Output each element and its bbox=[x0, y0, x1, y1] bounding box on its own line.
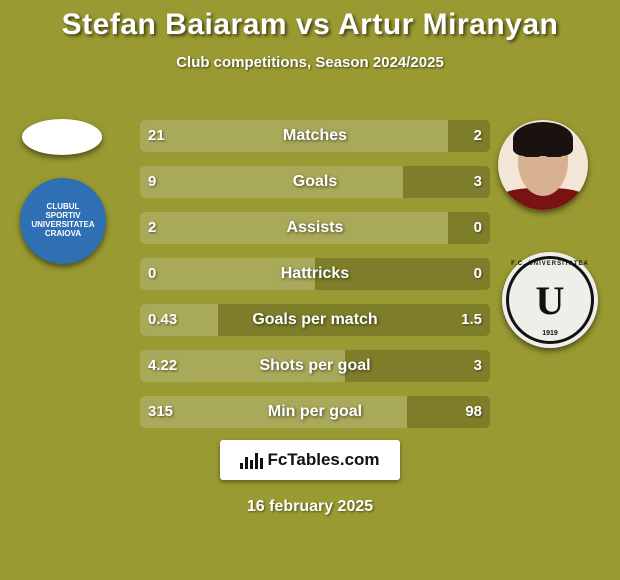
bar-chart-icon bbox=[240, 451, 263, 469]
player-right-avatar bbox=[498, 120, 588, 210]
subtitle: Club competitions, Season 2024/2025 bbox=[0, 54, 620, 71]
club-right-top: F.C. UNIVERSITATEA bbox=[509, 261, 591, 267]
club-right-ring: F.C. UNIVERSITATEA U 1919 bbox=[506, 256, 594, 344]
stat-label: Matches bbox=[140, 120, 490, 152]
player-left-avatar bbox=[22, 119, 102, 155]
stat-label: Goals per match bbox=[140, 304, 490, 336]
stat-label: Assists bbox=[140, 212, 490, 244]
stat-row: 4.223Shots per goal bbox=[140, 350, 490, 382]
avatar-brow bbox=[524, 152, 540, 157]
fctables-text: FcTables.com bbox=[267, 450, 379, 470]
club-right-crest: F.C. UNIVERSITATEA U 1919 bbox=[502, 252, 598, 348]
club-left-crest: CLUBUL SPORTIV UNIVERSITATEA CRAIOVA bbox=[20, 178, 106, 264]
stat-label: Hattricks bbox=[140, 258, 490, 290]
stat-row: 212Matches bbox=[140, 120, 490, 152]
club-left-text: CLUBUL SPORTIV UNIVERSITATEA CRAIOVA bbox=[20, 195, 106, 246]
comparison-card: Stefan Baiaram vs Artur Miranyan Club co… bbox=[0, 0, 620, 580]
stat-label: Goals bbox=[140, 166, 490, 198]
club-right-year: 1919 bbox=[509, 330, 591, 337]
stat-row: 00Hattricks bbox=[140, 258, 490, 290]
avatar-hair bbox=[513, 122, 573, 156]
date-text: 16 february 2025 bbox=[0, 498, 620, 516]
club-left-line3: CRAIOVA bbox=[28, 230, 98, 239]
stat-row: 31598Min per goal bbox=[140, 396, 490, 428]
avatar-brow bbox=[546, 152, 562, 157]
stat-row: 20Assists bbox=[140, 212, 490, 244]
stat-label: Min per goal bbox=[140, 396, 490, 428]
stat-row: 93Goals bbox=[140, 166, 490, 198]
stat-label: Shots per goal bbox=[140, 350, 490, 382]
fctables-logo: FcTables.com bbox=[220, 440, 400, 480]
stat-bars: 212Matches 93Goals 20Assists 00Hattricks 0.4… bbox=[140, 120, 490, 442]
club-left-line1: CLUBUL SPORTIV bbox=[28, 203, 98, 221]
club-right-letter: U bbox=[536, 277, 565, 324]
stat-row: 0.431.5Goals per match bbox=[140, 304, 490, 336]
page-title: Stefan Baiaram vs Artur Miranyan bbox=[0, 0, 620, 42]
